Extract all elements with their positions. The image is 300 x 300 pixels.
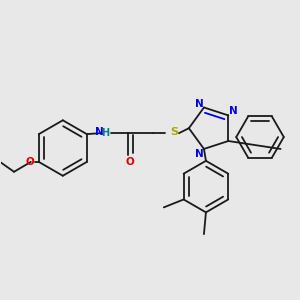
Text: H: H [101,128,109,138]
Text: O: O [125,157,134,167]
Text: N: N [229,106,238,116]
Text: S: S [170,127,178,137]
Text: N: N [95,127,103,137]
Text: N: N [195,149,203,159]
Text: N: N [195,98,203,109]
Text: O: O [25,157,34,167]
